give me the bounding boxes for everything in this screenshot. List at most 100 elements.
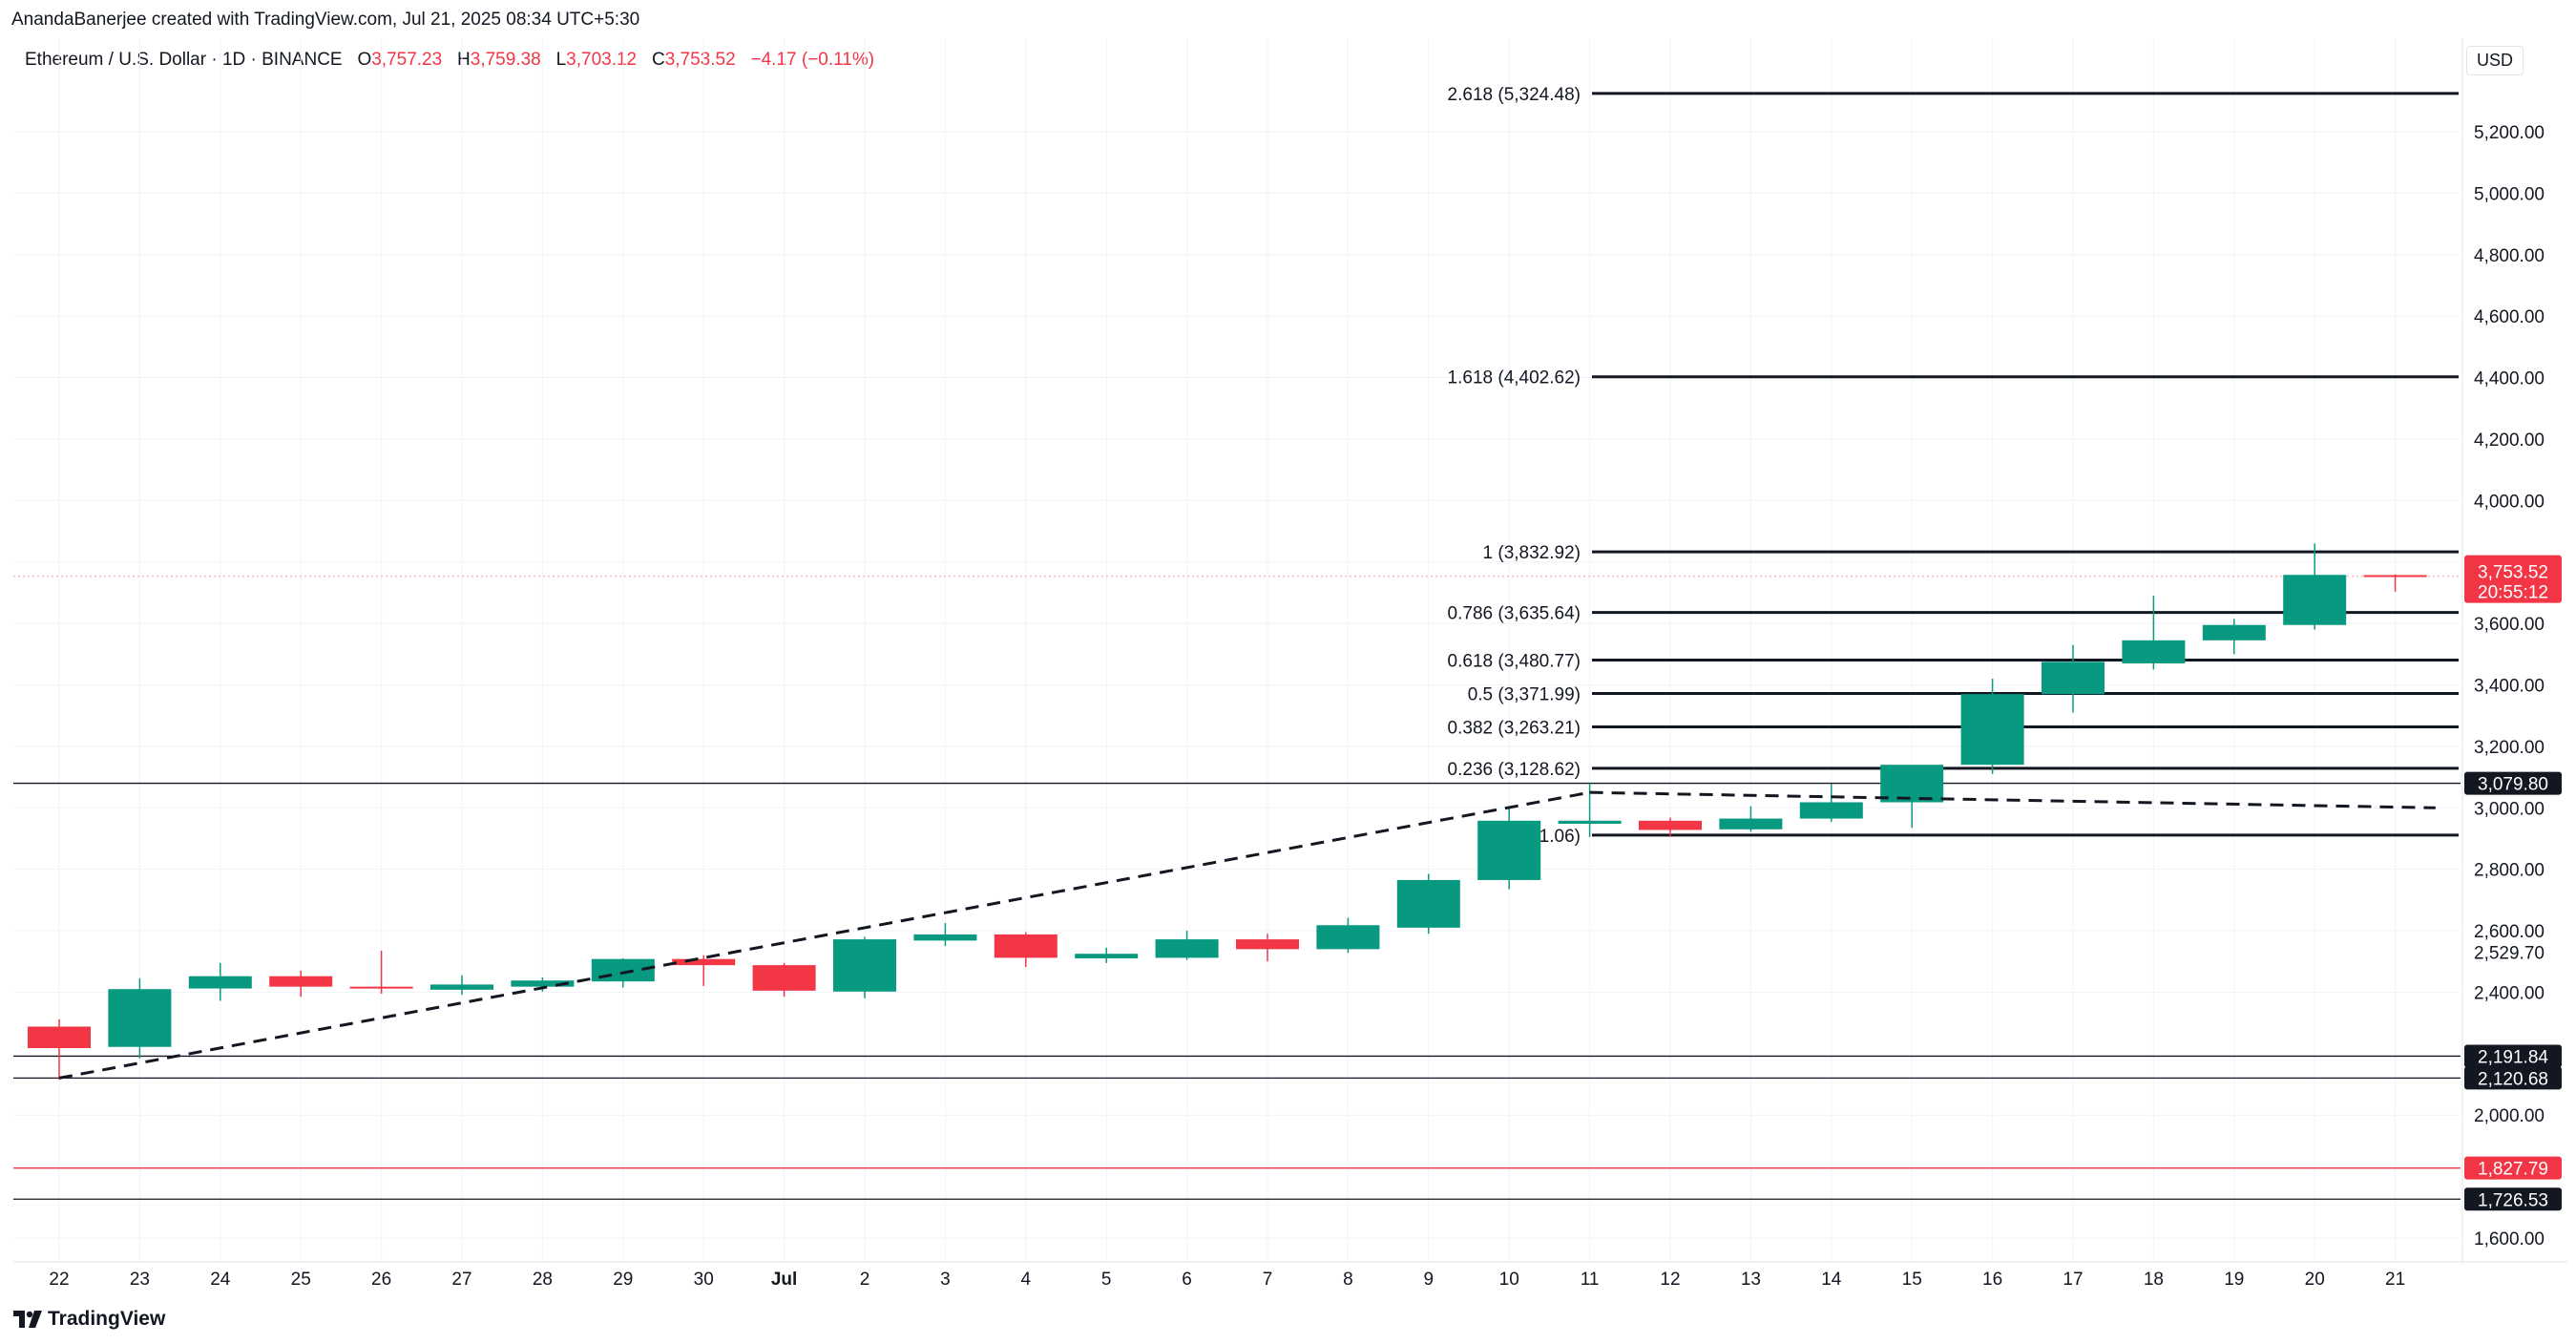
candle-body xyxy=(994,934,1058,958)
y-tick-label: 4,200.00 xyxy=(2474,430,2545,451)
candle-body xyxy=(2283,575,2347,625)
candle-body xyxy=(752,965,816,991)
bar-countdown: 20:55:12 xyxy=(2478,583,2548,603)
fib-level-label: 0.5 (3,371.99) xyxy=(1468,685,1581,705)
price-line-tag xyxy=(2464,1156,2562,1180)
current-price-value: 3,753.52 xyxy=(2478,563,2548,583)
candle-body xyxy=(2202,624,2266,640)
candle-body xyxy=(1880,765,1944,803)
x-tick-label: 2 xyxy=(860,1270,870,1290)
low-label: L xyxy=(555,50,567,70)
fib-level-label: 1.618 (4,402.62) xyxy=(1448,368,1581,388)
candle-body xyxy=(1799,802,1863,819)
candle-body xyxy=(430,984,493,990)
candle-body xyxy=(1155,939,1219,958)
price-line-tag xyxy=(2464,1044,2562,1068)
y-tick-label: 4,600.00 xyxy=(2474,307,2545,327)
x-tick-label: 20 xyxy=(2305,1270,2325,1290)
candle-body xyxy=(1316,925,1380,950)
x-tick-label: 6 xyxy=(1182,1270,1192,1290)
x-tick-label: 11 xyxy=(1581,1270,1600,1290)
price-line-tag-label: 1,827.79 xyxy=(2478,1160,2548,1180)
candle-body xyxy=(1236,939,1299,950)
tradingview-brand[interactable]: TradingView xyxy=(13,1308,165,1331)
x-tick-label: 17 xyxy=(2063,1270,2083,1290)
fib-level-label: 0.382 (3,263.21) xyxy=(1448,719,1581,739)
x-tick-label: 8 xyxy=(1343,1270,1353,1290)
fib-level-label: 0.618 (3,480.77) xyxy=(1448,651,1581,671)
candle-body xyxy=(1477,820,1541,880)
x-tick-label: 23 xyxy=(130,1270,150,1290)
candle-body xyxy=(672,958,736,966)
price-line-tag-label: 1,726.53 xyxy=(2478,1190,2548,1210)
candle-body xyxy=(1075,954,1139,959)
candle-body xyxy=(511,980,575,987)
candle-body xyxy=(1639,820,1702,830)
y-tick-label: 4,000.00 xyxy=(2474,492,2545,512)
x-tick-label: 15 xyxy=(1902,1270,1922,1290)
price-line-tag xyxy=(2464,771,2562,795)
y-tick-label: 4,800.00 xyxy=(2474,246,2545,266)
candle-body xyxy=(2042,662,2105,695)
candle-body xyxy=(1558,820,1622,825)
y-tick-label: 3,200.00 xyxy=(2474,738,2545,758)
x-tick-label: 3 xyxy=(940,1270,951,1290)
candle-body xyxy=(269,976,333,987)
y-tick-label: 2,800.00 xyxy=(2474,861,2545,881)
y-tick-label: 4,400.00 xyxy=(2474,369,2545,389)
currency-button[interactable]: USD xyxy=(2466,46,2524,75)
candle-body xyxy=(108,989,172,1047)
fib-level-label: 2.618 (5,324.48) xyxy=(1448,85,1581,105)
candle-body xyxy=(1960,694,2024,766)
candle-body xyxy=(2122,640,2186,663)
x-tick-label: 28 xyxy=(533,1270,553,1290)
trend-line xyxy=(1589,790,2436,809)
close-label: C xyxy=(651,50,665,70)
current-price-tag xyxy=(2464,555,2562,603)
price-line-tag-label: 2,191.84 xyxy=(2478,1047,2548,1067)
x-tick-label: 7 xyxy=(1263,1270,1273,1290)
change-value: −4.17 (−0.11%) xyxy=(750,50,875,70)
x-tick-label: 9 xyxy=(1424,1270,1435,1290)
x-tick-label: 26 xyxy=(371,1270,391,1290)
candle-body xyxy=(1719,818,1783,830)
price-axis-label: 2,529.70 xyxy=(2474,944,2545,964)
open-label: O xyxy=(357,50,372,70)
candle-body xyxy=(1396,879,1460,928)
candle-body xyxy=(913,934,977,941)
fib-level-label: 0.236 (3,128.62) xyxy=(1448,760,1581,780)
candle-body xyxy=(188,976,252,989)
x-tick-label: 21 xyxy=(2385,1270,2405,1290)
candle-body xyxy=(833,939,896,992)
x-tick-label: 19 xyxy=(2224,1270,2244,1290)
x-tick-label: 25 xyxy=(291,1270,311,1290)
y-tick-label: 2,400.00 xyxy=(2474,983,2545,1003)
candle-body xyxy=(2363,575,2427,578)
x-tick-label: 27 xyxy=(451,1270,471,1290)
y-tick-label: 2,600.00 xyxy=(2474,922,2545,942)
x-tick-label: Jul xyxy=(771,1270,797,1290)
x-tick-label: 12 xyxy=(1660,1270,1680,1290)
fib-level-label: 0.786 (3,635.64) xyxy=(1448,604,1581,624)
tradingview-logo-icon xyxy=(13,1311,42,1328)
x-tick-label: 16 xyxy=(1982,1270,2002,1290)
close-value: 3,753.52 xyxy=(664,50,736,70)
candle-body xyxy=(349,986,413,989)
x-tick-label: 30 xyxy=(694,1270,714,1290)
trend-line xyxy=(58,790,1590,1080)
y-tick-label: 5,200.00 xyxy=(2474,123,2545,143)
symbol-name: Ethereum / U.S. Dollar · 1D · BINANCE xyxy=(25,50,343,70)
x-tick-label: 5 xyxy=(1101,1270,1112,1290)
x-tick-label: 29 xyxy=(613,1270,633,1290)
y-tick-label: 3,600.00 xyxy=(2474,615,2545,635)
x-tick-label: 24 xyxy=(210,1270,231,1290)
price-line-tag xyxy=(2464,1066,2562,1090)
high-label: H xyxy=(457,50,471,70)
x-tick-label: 18 xyxy=(2144,1270,2164,1290)
y-tick-label: 5,000.00 xyxy=(2474,184,2545,204)
fib-level-label: 1 (3,832.92) xyxy=(1483,543,1581,563)
brand-name: TradingView xyxy=(48,1308,166,1330)
symbol-legend[interactable]: Ethereum / U.S. Dollar · 1D · BINANCE O 3… xyxy=(25,50,874,71)
price-line-tag-label: 3,079.80 xyxy=(2478,775,2548,795)
